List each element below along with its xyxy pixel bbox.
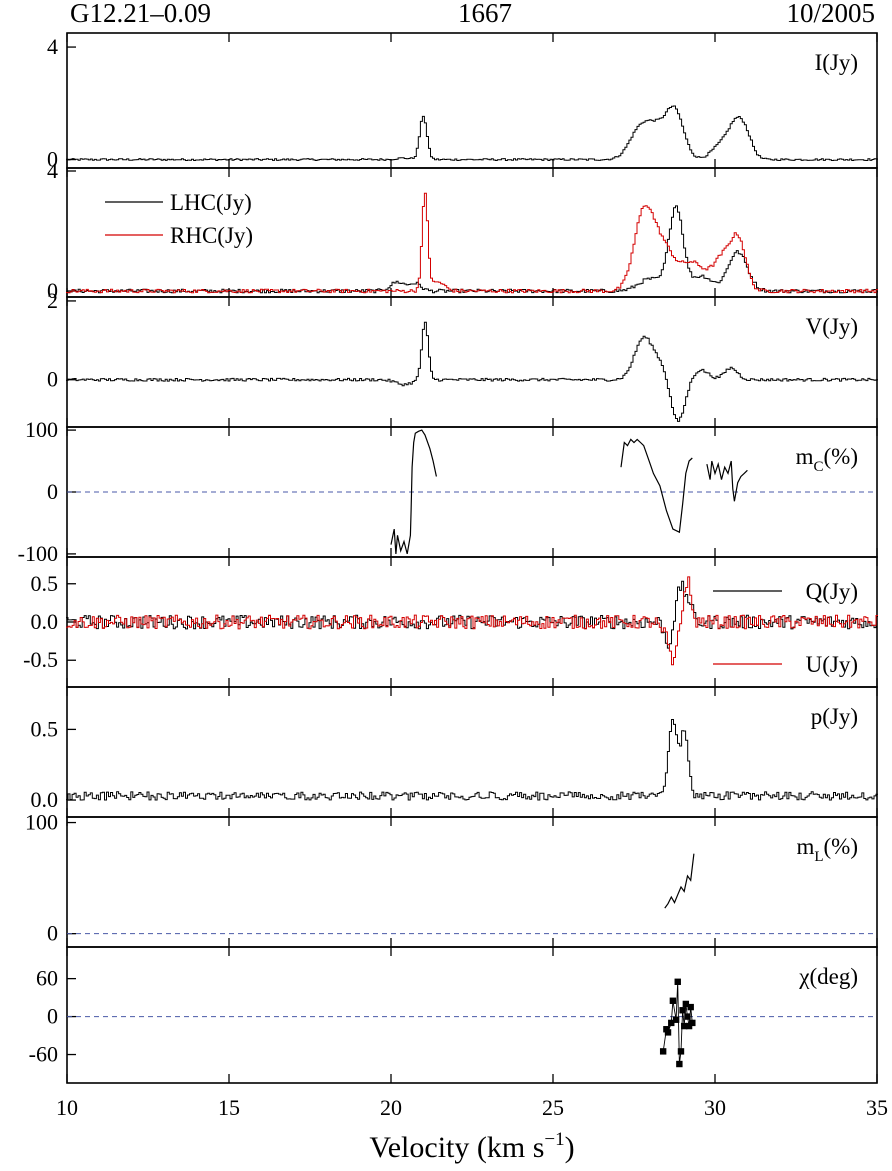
chi-connector — [662, 981, 693, 1065]
y-tick-label: -60 — [29, 1042, 58, 1067]
chi-point — [659, 1048, 667, 1055]
y-tick-label: -0.5 — [23, 647, 58, 672]
x-axis-label-main: Velocity (km s — [369, 1131, 544, 1164]
chi-point — [689, 1019, 696, 1027]
panel-QU: -0.5 0.0 0.5 Q(Jy) U(Jy) — [23, 556, 878, 688]
y-tick-label: 0.5 — [31, 571, 59, 596]
x-tick-label: 30 — [704, 1095, 726, 1120]
chi-point — [677, 1048, 685, 1055]
panel-mL: 0 100 mL(%) — [25, 810, 878, 948]
panel-label-V: V(Jy) — [806, 314, 858, 339]
y-tick-label: 0 — [47, 1004, 58, 1029]
chi-point — [668, 1019, 675, 1027]
x-tick-label: 15 — [218, 1095, 240, 1120]
y-tick-label: 0 — [47, 367, 58, 392]
frequency-label: 1667 — [458, 0, 512, 28]
panel-label-mL: mL(%) — [796, 834, 858, 865]
panels-group: 04I(Jy)04LHC(Jy)RHC(Jy)02V(Jy)-1000100mC… — [18, 32, 878, 1084]
x-tick-label: 35 — [866, 1095, 888, 1120]
segment-mC-1 — [620, 438, 693, 534]
chi-point — [681, 1022, 688, 1030]
panel-frame — [66, 296, 878, 428]
y-tick-label: 0 — [47, 278, 58, 303]
chi-point — [672, 1016, 680, 1023]
x-axis-label-end: ) — [565, 1131, 575, 1164]
chi-point — [682, 1000, 690, 1008]
legend-entry: Q(Jy) — [806, 579, 858, 604]
legend-entry: RHC(Jy) — [170, 223, 253, 248]
panel-I: 0 4 I(Jy) — [47, 32, 878, 172]
panel-LR: 0 4 LHC(Jy) RHC(Jy) — [47, 158, 878, 303]
chi-point — [685, 1022, 693, 1030]
y-tick-label: -100 — [18, 541, 58, 566]
chi-point — [669, 997, 677, 1004]
x-axis-label: Velocity (km s−1) — [369, 1129, 574, 1164]
panel-label-I: I(Jy) — [815, 50, 858, 75]
y-tick-label: 0 — [47, 147, 58, 172]
panel-frame — [66, 32, 878, 169]
chi-point — [684, 1013, 691, 1020]
chi-point — [679, 1007, 686, 1014]
y-tick-label: 4 — [47, 34, 58, 59]
y-tick-label: 2 — [47, 288, 58, 313]
x-tick-label: 25 — [542, 1095, 564, 1120]
series-LR-1 — [66, 192, 878, 294]
panel-label-p: p(Jy) — [811, 704, 858, 729]
series-QU-1 — [66, 576, 878, 666]
segment-mL-0 — [664, 853, 695, 909]
y-tick-label: 0.0 — [31, 787, 59, 812]
x-axis-label-sup: −1 — [544, 1129, 564, 1150]
chi-point — [687, 1003, 694, 1011]
y-tick-label: 0 — [47, 921, 58, 946]
series-V-0 — [66, 321, 878, 422]
segment-mC-2 — [706, 460, 748, 502]
panel-label-mC: mC(%) — [796, 444, 858, 475]
panel-chi: -60 0 60 χ(deg) — [29, 946, 878, 1084]
y-tick-label: 0.5 — [31, 716, 59, 741]
epoch-label: 10/2005 — [786, 0, 875, 28]
chi-point — [674, 978, 681, 985]
y-tick-label: 100 — [25, 417, 58, 442]
panel-frame — [66, 686, 878, 818]
series-I-0 — [66, 105, 878, 161]
y-tick-label: 0 — [47, 479, 58, 504]
legend-entry: LHC(Jy) — [170, 190, 252, 215]
y-tick-label: 0.0 — [31, 609, 59, 634]
x-tick-label: 10 — [56, 1095, 78, 1120]
y-tick-label: 60 — [36, 966, 58, 991]
x-tick-label: 20 — [380, 1095, 402, 1120]
panel-p: 0.0 0.5 p(Jy) — [31, 686, 878, 818]
panel-frame — [66, 946, 878, 1084]
y-tick-label: 100 — [25, 810, 58, 835]
chi-point — [664, 1029, 672, 1036]
legend-entry: U(Jy) — [806, 652, 858, 677]
panel-mC: -100 0 100 mC(%) — [18, 417, 878, 566]
source-name: G12.21–0.09 — [70, 0, 211, 28]
segment-mC-0 — [390, 429, 437, 555]
series-LR-0 — [66, 205, 878, 294]
x-axis: 10 15 20 25 30 35 — [56, 1095, 888, 1120]
panel-frame — [66, 556, 878, 688]
chi-point — [676, 1060, 683, 1068]
panel-label-chi: χ(deg) — [798, 964, 858, 989]
series-p-0 — [66, 719, 878, 801]
y-tick-label: 4 — [47, 158, 58, 183]
panel-V: 0 2 V(Jy) — [47, 288, 878, 428]
panel-frame — [66, 816, 878, 948]
